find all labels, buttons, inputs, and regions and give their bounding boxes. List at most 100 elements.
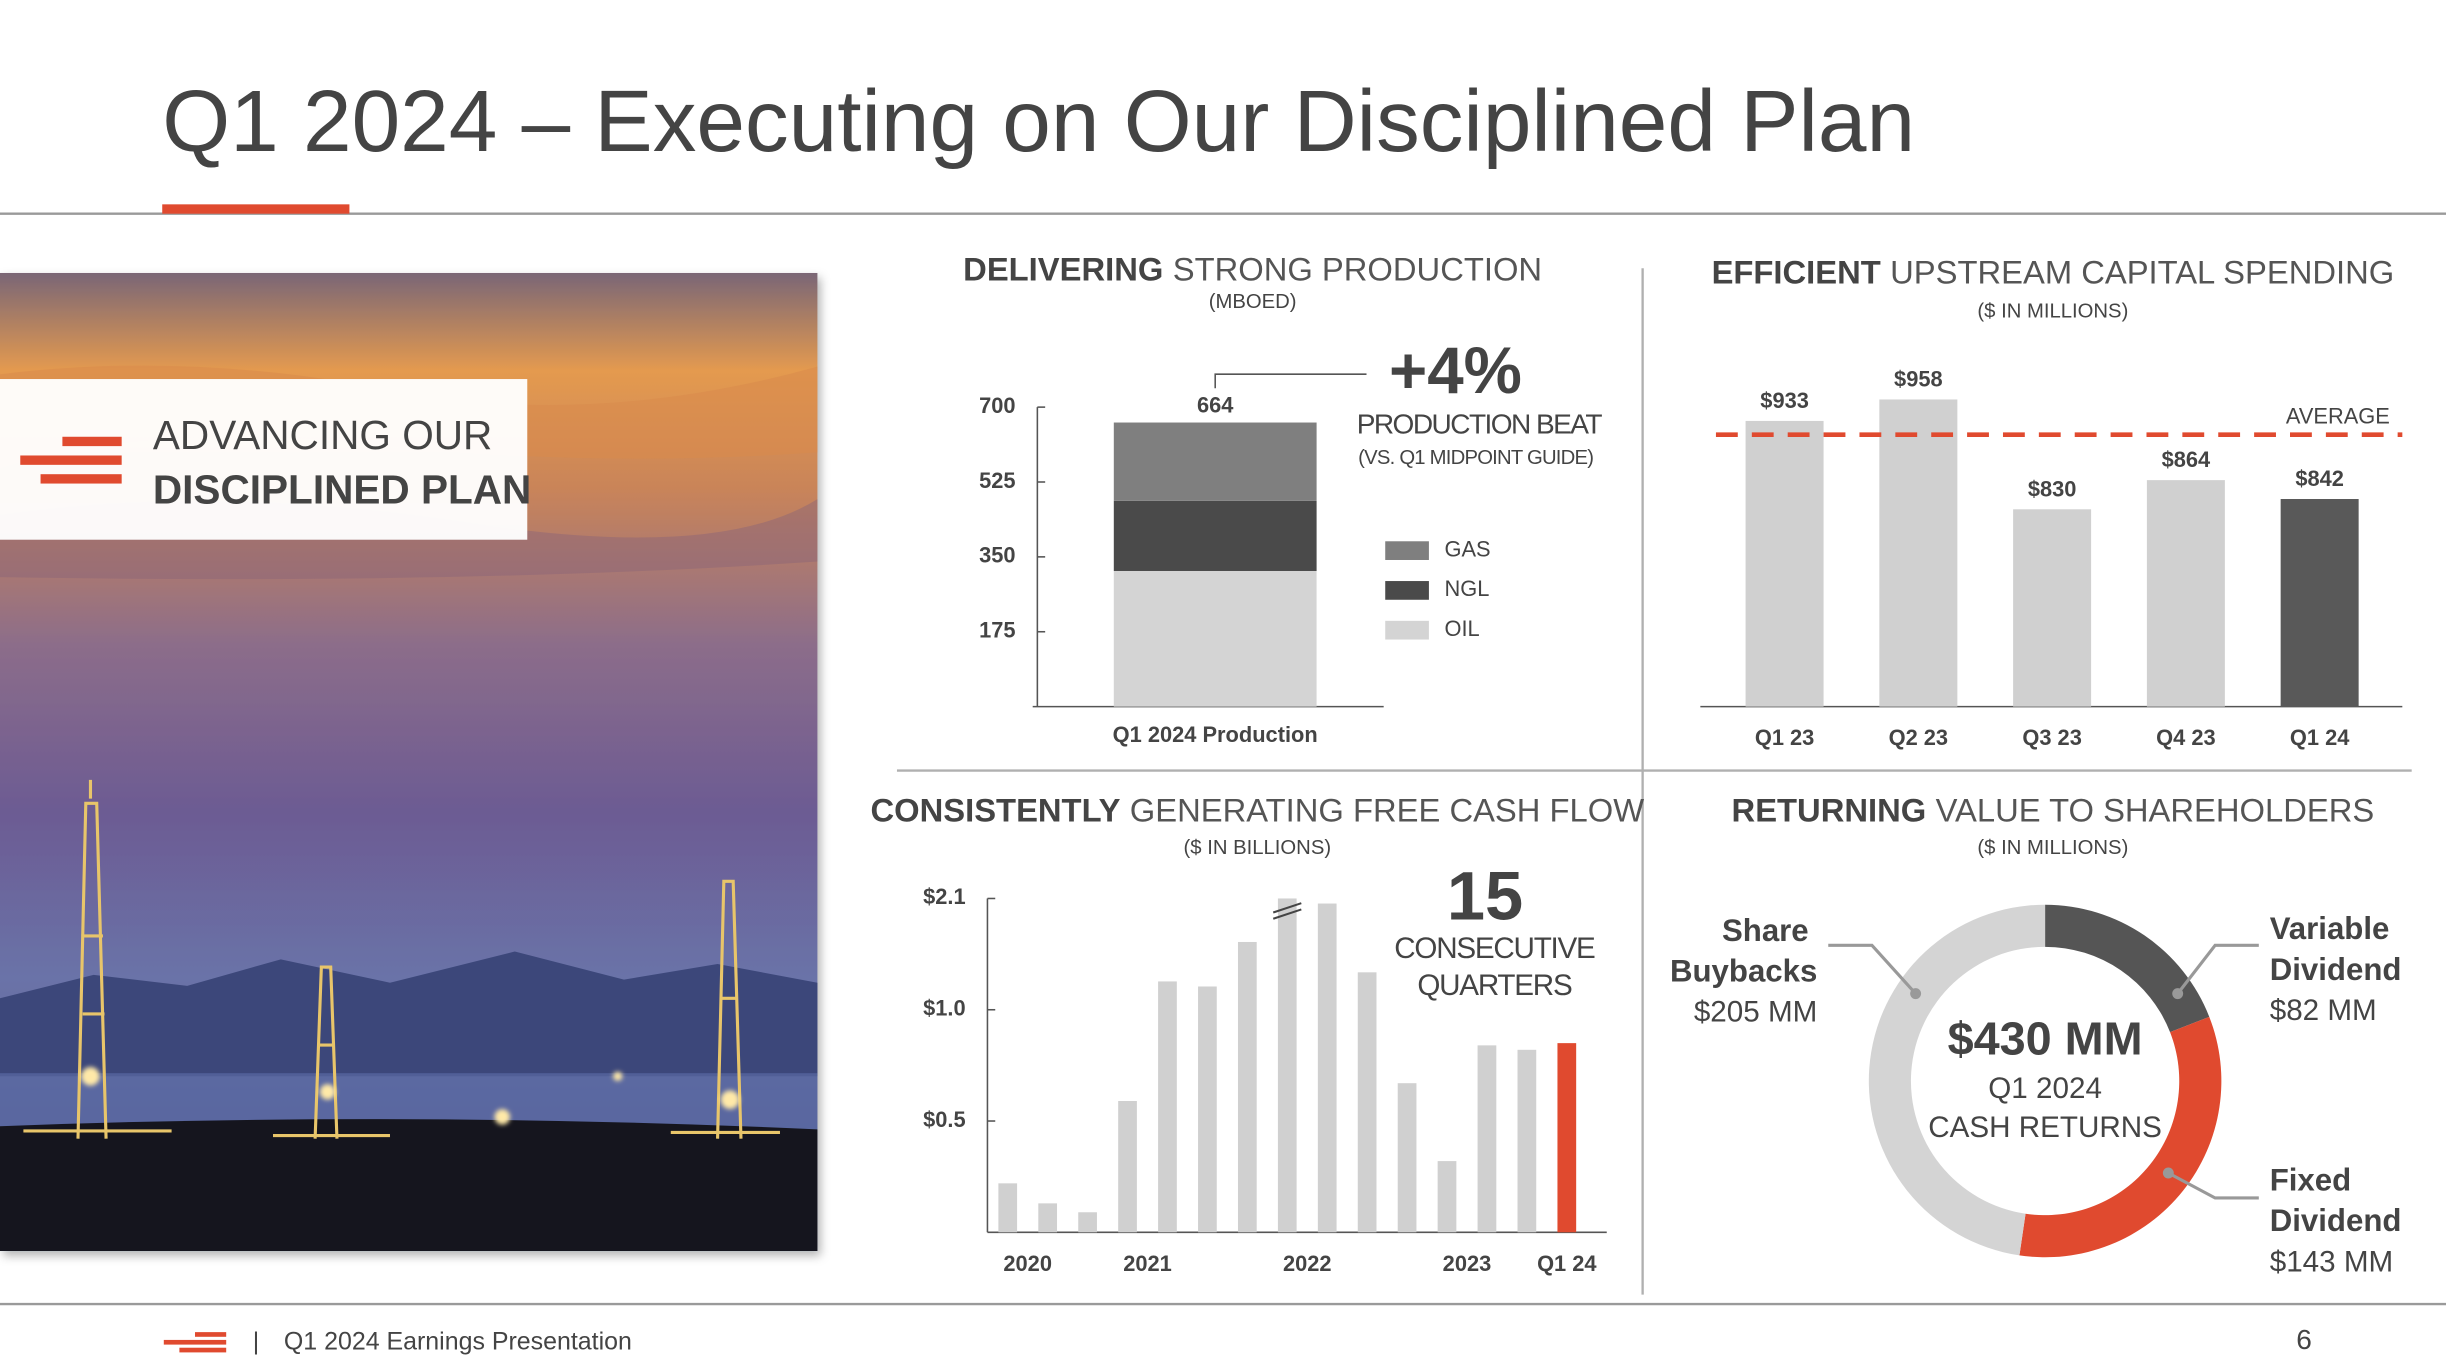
value-label: $842: [2295, 466, 2344, 491]
bar: [2013, 509, 2092, 707]
x-tick-label: Q3 23: [2022, 725, 2081, 750]
bar: [2146, 480, 2225, 707]
annotation-line: QUARTERS: [1417, 969, 1572, 1002]
total-label: 664: [1197, 393, 1234, 418]
chart-title: EFFICIENT UPSTREAM CAPITAL SPENDING: [1712, 253, 2395, 290]
bar: [1437, 1161, 1457, 1233]
y-tick-label: $0.5: [923, 1107, 965, 1132]
legend-swatch: [1385, 581, 1429, 600]
slice-value: $205 MM: [1694, 996, 1818, 1029]
y-tick-label: 700: [979, 393, 1015, 418]
x-tick-label: Q1 24: [1537, 1251, 1597, 1276]
chart-title: RETURNING VALUE TO SHAREHOLDERS: [1732, 791, 2375, 828]
x-tick-label: 2023: [1443, 1251, 1492, 1276]
bar-segment: [1113, 422, 1317, 501]
x-tick-label: Q1 2024 Production: [1113, 722, 1318, 747]
bar: [1879, 399, 1958, 707]
chart-title-rest: VALUE TO SHAREHOLDERS: [1936, 791, 2375, 828]
bar: [998, 1183, 1018, 1233]
annotation-headline: 15: [1447, 858, 1523, 935]
leader-line: [1828, 943, 1917, 995]
x-tick-label: Q4 23: [2156, 725, 2215, 750]
bar-segment: [1113, 500, 1317, 571]
slice-name-word: Share: [1722, 913, 1817, 948]
header-accent: [162, 204, 350, 214]
x-tick-label: 2021: [1123, 1251, 1172, 1276]
panel-line2: DISCIPLINED PLAN: [153, 467, 531, 513]
annotation-headline: +4%: [1389, 334, 1522, 407]
leader-line: [2176, 943, 2259, 995]
chart-title-emphasis: RETURNING: [1732, 791, 1927, 828]
legend-label: GAS: [1445, 536, 1491, 561]
leader-dot: [2172, 988, 2184, 1000]
y-tick-label: $1.0: [923, 996, 965, 1021]
bar: [1198, 986, 1217, 1233]
chart-title-rest: UPSTREAM CAPITAL SPENDING: [1890, 253, 2394, 290]
footer-separator: |: [253, 1328, 259, 1356]
y-tick-label: 525: [979, 468, 1015, 493]
bar: [1277, 898, 1297, 1233]
axis-break: [1272, 908, 1302, 920]
page-number: 6: [2296, 1324, 2312, 1355]
chart-subtitle: ($ IN MILLIONS): [1977, 300, 2128, 322]
chart-title-emphasis: DELIVERING: [963, 250, 1163, 287]
y-tick-label: $2.1: [923, 884, 965, 909]
chart-title: DELIVERING STRONG PRODUCTION: [963, 250, 1542, 287]
legend-swatch: [1385, 620, 1429, 640]
bar: [1237, 941, 1257, 1233]
slide-title: Q1 2024 – Executing on Our Disciplined P…: [162, 72, 1915, 170]
x-tick-label: 2022: [1283, 1251, 1332, 1276]
center-text: CASH RETURNS: [1928, 1111, 2162, 1144]
slice-name-word: Dividend: [2270, 1203, 2402, 1238]
chart-title-emphasis: EFFICIENT: [1712, 253, 1881, 290]
bar: [1745, 420, 1824, 707]
bar: [1517, 1049, 1537, 1233]
value-label: $958: [1894, 367, 1943, 392]
value-label: $830: [2028, 476, 2077, 501]
bar: [2280, 499, 2359, 707]
x-tick-label: 2020: [1003, 1251, 1052, 1276]
bar: [1158, 981, 1177, 1233]
annotation-line: PRODUCTION BEAT: [1357, 408, 1603, 439]
bar: [1357, 972, 1377, 1233]
chart-title-emphasis: CONSISTENTLY: [870, 791, 1120, 828]
slice-name: Variable Dividend: [2270, 911, 2402, 987]
bar-segment: [1113, 570, 1317, 707]
chart-title: CONSISTENTLY GENERATING FREE CASH FLOW: [870, 791, 1644, 828]
donut-slice: [2045, 904, 2210, 1033]
legend-label: NGL: [1445, 576, 1490, 601]
panel-line1: ADVANCING OUR: [153, 412, 492, 458]
center-text: Q1 2024: [1988, 1072, 2102, 1105]
bar: [1477, 1045, 1497, 1233]
chart-subtitle: ($ IN BILLIONS): [1184, 837, 1332, 859]
average-label: AVERAGE: [2286, 403, 2390, 428]
annotation-line: (VS. Q1 MIDPOINT GUIDE): [1358, 447, 1593, 469]
y-tick-label: 350: [979, 543, 1015, 568]
slice-name-word: Buybacks: [1670, 954, 1817, 989]
slice-name: Fixed Dividend: [2270, 1163, 2402, 1239]
slice-name-word: Fixed: [2270, 1163, 2360, 1198]
bar: [1317, 903, 1337, 1233]
footer-text: Q1 2024 Earnings Presentation: [284, 1328, 632, 1356]
x-tick-label: Q2 23: [1889, 725, 1948, 750]
slice-value: $82 MM: [2270, 994, 2377, 1027]
x-tick-label: Q1 23: [1755, 725, 1814, 750]
chart-title-rest: GENERATING FREE CASH FLOW: [1130, 791, 1644, 828]
bar: [1557, 1043, 1577, 1233]
chart-subtitle: ($ IN MILLIONS): [1977, 837, 2128, 859]
leader-line: [1214, 373, 1367, 389]
slice-name-word: Variable: [2270, 911, 2398, 946]
leader-dot: [2162, 1167, 2174, 1179]
legend-label: OIL: [1445, 616, 1480, 641]
bar: [1078, 1212, 1097, 1233]
chart-subtitle: (MBOED): [1209, 291, 1297, 313]
center-text: $430 MM: [1948, 1012, 2143, 1064]
slice-value: $143 MM: [2270, 1245, 2394, 1278]
y-tick-label: 175: [979, 618, 1015, 643]
panel-card: [0, 379, 528, 540]
axis-break: [1272, 902, 1302, 914]
slice-name: Share Buybacks: [1670, 913, 1817, 989]
bar: [1038, 1203, 1058, 1233]
